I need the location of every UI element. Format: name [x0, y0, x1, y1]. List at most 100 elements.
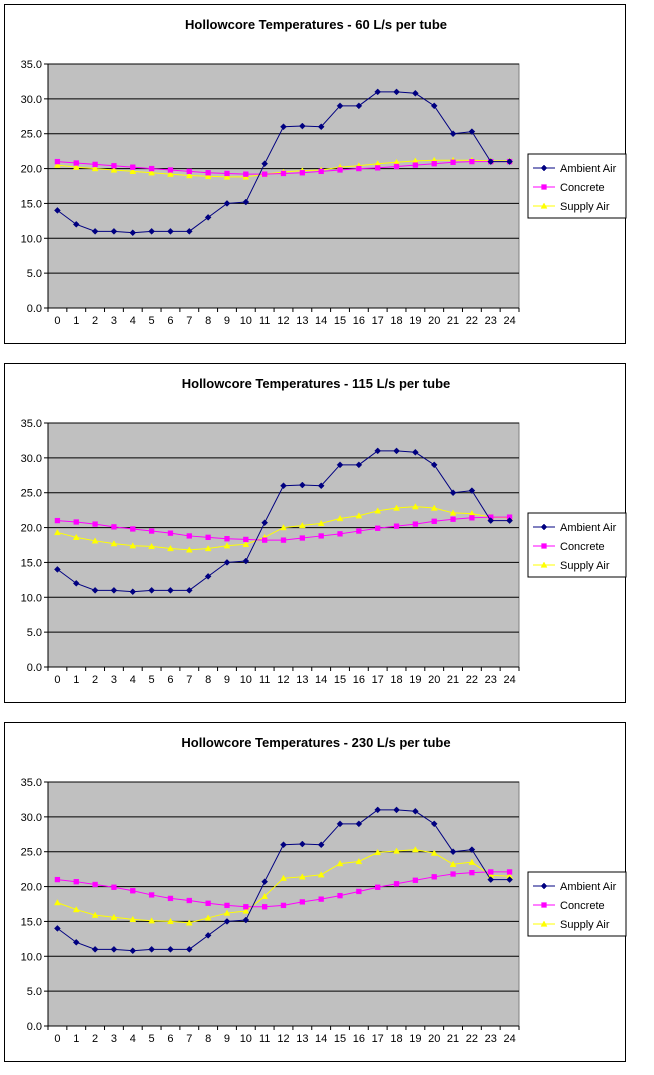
- x-tick-label: 10: [240, 315, 252, 327]
- x-tick-label: 11: [259, 1033, 270, 1045]
- data-point: [298, 481, 306, 489]
- chart-title: Hollowcore Temperatures - 60 L/s per tub…: [185, 17, 447, 32]
- data-point: [130, 526, 136, 532]
- legend-label: Ambient Air: [560, 881, 617, 893]
- data-point: [317, 871, 325, 878]
- data-point: [469, 869, 475, 876]
- y-tick-label: 20.0: [21, 523, 42, 535]
- data-point: [280, 902, 287, 909]
- data-point: [91, 227, 99, 235]
- legend-label: Supply Air: [560, 201, 610, 213]
- data-point: [468, 858, 476, 865]
- data-point: [374, 447, 382, 455]
- data-point: [430, 820, 438, 828]
- data-point: [92, 881, 98, 888]
- data-point: [374, 88, 382, 96]
- data-point: [243, 171, 249, 177]
- data-point: [242, 557, 250, 565]
- data-point: [299, 170, 305, 176]
- data-point: [205, 900, 211, 906]
- data-point: [129, 229, 137, 237]
- data-point: [167, 917, 174, 925]
- data-point: [487, 158, 495, 165]
- data-point: [393, 847, 400, 854]
- data-point: [449, 509, 457, 516]
- legend-label: Supply Air: [560, 919, 610, 931]
- x-tick-label: 1: [73, 1033, 79, 1045]
- x-tick-label: 3: [111, 315, 117, 327]
- data-point: [393, 806, 400, 814]
- data-point: [412, 162, 419, 168]
- data-point: [111, 163, 117, 169]
- data-point: [318, 168, 324, 175]
- data-point: [506, 158, 513, 165]
- legend-label: Concrete: [560, 541, 605, 553]
- data-point: [72, 938, 80, 946]
- data-point: [186, 897, 192, 904]
- data-point: [280, 170, 287, 177]
- chart-panel-115: Hollowcore Temperatures - 115 L/s per tu…: [4, 363, 627, 703]
- x-tick-label: 17: [372, 674, 384, 686]
- data-point: [355, 512, 363, 519]
- data-point: [186, 168, 192, 175]
- data-point: [412, 448, 419, 456]
- data-point: [262, 904, 268, 910]
- data-point: [54, 876, 61, 883]
- data-point: [449, 130, 457, 138]
- data-point: [374, 806, 382, 814]
- data-point: [167, 227, 174, 235]
- legend-marker: [541, 543, 547, 549]
- x-tick-label: 16: [353, 1033, 365, 1045]
- data-point: [73, 519, 79, 525]
- data-point: [91, 537, 99, 544]
- x-tick-label: 6: [167, 315, 173, 327]
- x-tick-label: 21: [447, 315, 459, 327]
- series-ambient-air: [54, 806, 513, 955]
- x-tick-label: 17: [372, 1033, 384, 1045]
- y-tick-label: 30.0: [21, 453, 42, 465]
- y-tick-label: 0.0: [27, 662, 42, 674]
- data-point: [280, 524, 287, 531]
- data-point: [488, 869, 494, 875]
- x-tick-label: 3: [111, 1033, 117, 1045]
- data-point: [487, 876, 495, 883]
- x-tick-label: 3: [111, 674, 117, 686]
- data-point: [73, 879, 79, 885]
- legend-label: Supply Air: [560, 560, 610, 572]
- data-point: [224, 902, 230, 909]
- data-point: [336, 860, 344, 867]
- data-point: [317, 482, 325, 490]
- x-tick-label: 21: [447, 1033, 459, 1045]
- x-tick-label: 16: [353, 315, 365, 327]
- legend-label: Ambient Air: [560, 163, 617, 175]
- y-tick-label: 25.0: [21, 129, 42, 141]
- y-tick-label: 5.0: [27, 268, 42, 280]
- data-point: [110, 166, 118, 173]
- chart-title: Hollowcore Temperatures - 115 L/s per tu…: [182, 376, 451, 391]
- data-point: [91, 165, 99, 172]
- data-point: [53, 528, 61, 536]
- data-point: [469, 515, 475, 521]
- x-tick-label: 22: [466, 1033, 478, 1045]
- data-point: [356, 165, 362, 172]
- data-point: [356, 888, 362, 895]
- data-point: [204, 544, 212, 552]
- data-point: [54, 207, 61, 214]
- data-point: [223, 559, 231, 566]
- data-point: [317, 123, 325, 131]
- x-tick-label: 9: [224, 315, 230, 327]
- y-tick-label: 30.0: [21, 812, 42, 824]
- x-tick-label: 23: [485, 315, 497, 327]
- data-point: [355, 857, 363, 865]
- x-tick-label: 13: [296, 1033, 308, 1045]
- data-point: [148, 586, 155, 594]
- x-tick-label: 4: [130, 1033, 136, 1045]
- y-tick-label: 10.0: [21, 951, 42, 963]
- data-point: [242, 198, 250, 206]
- data-point: [318, 533, 324, 539]
- data-point: [91, 945, 99, 953]
- data-point: [374, 507, 382, 514]
- x-tick-label: 20: [428, 1033, 440, 1045]
- data-point: [317, 841, 325, 849]
- x-tick-label: 16: [353, 674, 365, 686]
